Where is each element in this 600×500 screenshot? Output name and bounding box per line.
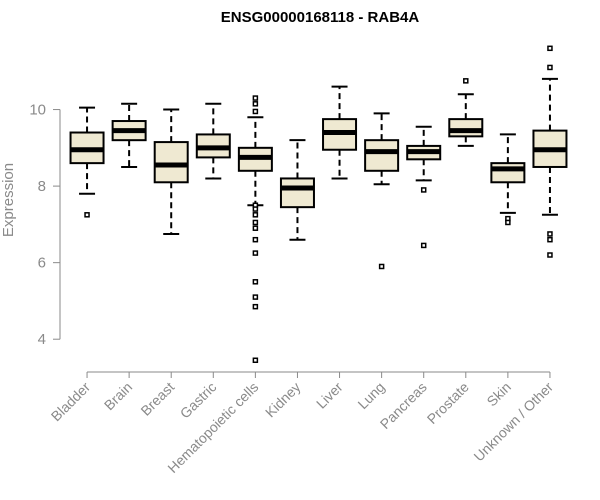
outlier-point: [547, 45, 553, 52]
outlier-point: [252, 108, 259, 115]
y-tick-label: 4: [38, 331, 46, 348]
x-tick-label: Unknown / Other: [470, 379, 556, 465]
outlier-point: [505, 219, 511, 226]
box-hematopoietic-cells: [237, 95, 273, 364]
x-tick-label: Lung: [354, 379, 387, 412]
outlier-point: [252, 303, 259, 310]
x-tick-label: Bladder: [48, 379, 94, 425]
y-axis: 4 6 8 10: [29, 102, 61, 348]
outlier-point: [547, 236, 553, 243]
box-brain: [111, 102, 147, 168]
x-tick-label: Prostate: [424, 379, 472, 427]
outlier-point: [84, 212, 90, 218]
x-tick-label: Kidney: [262, 379, 304, 421]
iqr-box: [490, 162, 526, 184]
outlier-point: [252, 95, 259, 101]
outlier-point: [252, 206, 259, 212]
iqr-box: [448, 118, 484, 138]
outlier-point: [547, 252, 553, 258]
box-kidney: [279, 139, 315, 241]
outlier-point: [252, 279, 259, 285]
outlier-point: [252, 236, 259, 243]
iqr-box: [279, 177, 315, 209]
box-liver: [322, 85, 358, 180]
outlier-point: [252, 225, 259, 231]
box-lung: [364, 112, 400, 270]
box-gastric: [195, 102, 231, 180]
outlier-point: [420, 187, 427, 193]
x-tick-label: Liver: [313, 379, 346, 412]
outlier-point: [252, 294, 259, 300]
iqr-box: [153, 141, 189, 184]
x-tick-label: Breast: [137, 379, 177, 419]
y-axis-label: Expression: [0, 163, 17, 237]
box-unknown-other: [532, 45, 568, 258]
box-bladder: [69, 106, 105, 218]
outlier-point: [547, 64, 553, 71]
box-pancreas: [406, 125, 442, 249]
iqr-box: [364, 139, 400, 172]
x-tick-label: Brain: [101, 379, 135, 413]
box-skin: [490, 133, 526, 226]
outlier-point: [252, 250, 259, 256]
chart-title: ENSG00000168118 - RAB4A: [221, 9, 420, 26]
outlier-point: [420, 242, 427, 249]
outlier-point: [252, 219, 259, 226]
x-tick-label: Skin: [483, 379, 514, 410]
box-prostate: [448, 78, 484, 147]
outlier-point: [547, 231, 553, 237]
box-series: [69, 45, 568, 364]
x-tick-label: Pancreas: [377, 379, 430, 432]
y-tick-label: 10: [29, 102, 46, 119]
outlier-point: [252, 357, 259, 364]
outlier-point: [378, 263, 385, 270]
y-tick-label: 6: [38, 255, 46, 272]
outlier-point: [463, 78, 469, 84]
y-tick-label: 8: [38, 178, 46, 195]
box-breast: [153, 108, 189, 235]
outlier-point: [252, 101, 259, 107]
outlier-point: [252, 212, 259, 218]
